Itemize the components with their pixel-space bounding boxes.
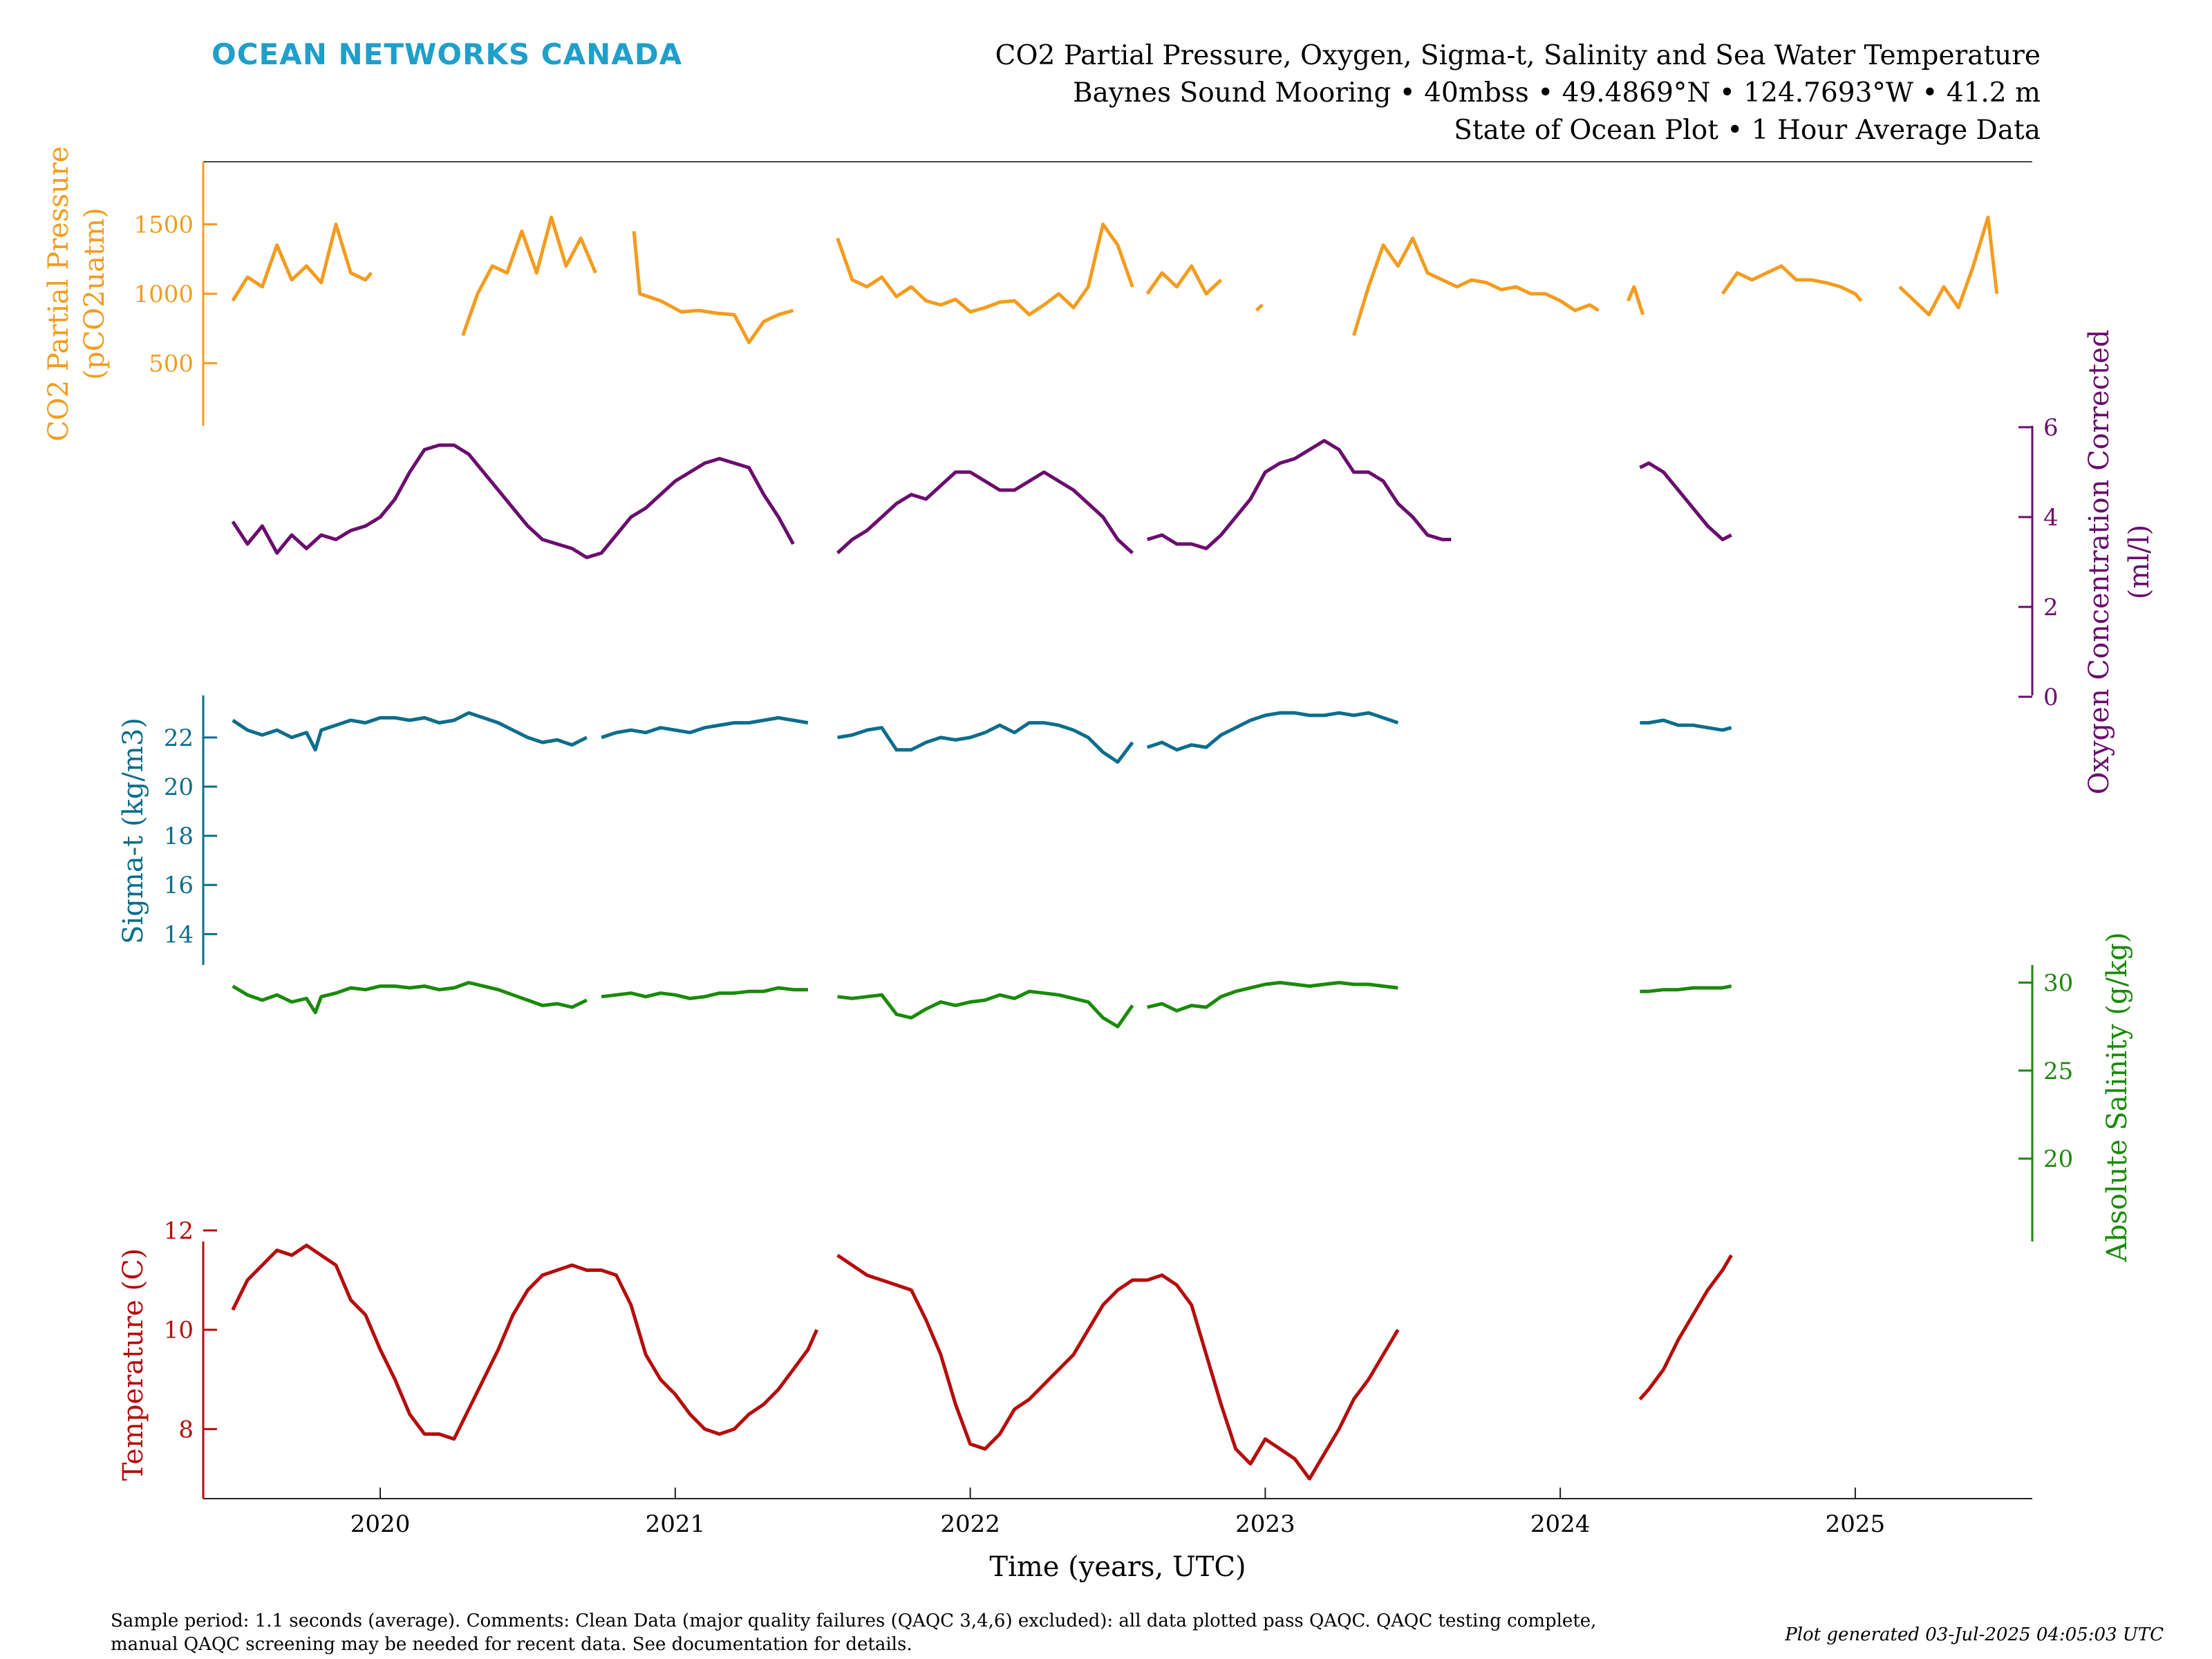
chart-title: CO2 Partial Pressure, Oxygen, Sigma-t, S… (995, 40, 2041, 71)
chart-subtitle-location: Baynes Sound Mooring • 40mbss • 49.4869°… (1072, 77, 2041, 109)
series-layer (231, 215, 1999, 1481)
oxygen-y-axis-title: Oxygen Concentration Corrected (2083, 330, 2115, 795)
plot-frame (203, 161, 2032, 1499)
x-axis-title: Time (years, UTC) (989, 1551, 1246, 1583)
sigma-y-tick-label: 18 (164, 823, 194, 850)
oxygen-y-axis-unit: (ml/l) (2124, 525, 2155, 599)
salinity-y-tick-label: 25 (2043, 1058, 2073, 1085)
temperature-y-tick-label: 12 (164, 1217, 194, 1245)
sigma-y-tick-label: 22 (164, 724, 194, 752)
x-tick-label: 2021 (646, 1510, 706, 1538)
x-tick-label: 2024 (1530, 1510, 1591, 1538)
chart-subtitle-plot-type: State of Ocean Plot • 1 Hour Average Dat… (1454, 115, 2041, 146)
oxygen-y-tick-label: 6 (2043, 414, 2059, 442)
co2-y-tick-label: 1500 (133, 211, 194, 238)
ocean-networks-canada-logo: OCEAN NETWORKS CANADA (212, 37, 683, 71)
x-tick-label: 2022 (940, 1510, 1000, 1538)
oxygen-y-tick-label: 2 (2043, 594, 2059, 621)
footer-comment-line2: manual QAQC screening may be needed for … (111, 1634, 912, 1655)
x-tick-label: 2025 (1826, 1510, 1886, 1538)
x-tick-label: 2020 (350, 1510, 411, 1538)
oxygen-series-line (231, 439, 1732, 559)
x-tick-label: 2023 (1235, 1510, 1295, 1538)
temperature-y-tick-label: 8 (178, 1416, 194, 1443)
sigma-series-line (232, 711, 1732, 764)
salinity-series-line (232, 981, 1732, 1029)
co2-y-tick-label: 1000 (133, 281, 194, 308)
temperature-series-line (231, 1244, 1733, 1481)
sigma-y-tick-label: 16 (164, 872, 194, 899)
chart-title-block: CO2 Partial Pressure, Oxygen, Sigma-t, S… (995, 37, 2041, 149)
footer-comments: Sample period: 1.1 seconds (average). Co… (111, 1609, 1735, 1656)
sigma-y-axis-title: Sigma-t (kg/m3) (118, 718, 149, 944)
sigma-y-tick-label: 14 (164, 921, 194, 948)
co2-y-axis-unit: (pCO2uatm) (79, 207, 111, 379)
temperature-y-axis-title: Temperature (C) (118, 1248, 149, 1481)
oxygen-y-tick-label: 0 (2043, 684, 2059, 711)
footer-comment-line1: Sample period: 1.1 seconds (average). Co… (111, 1611, 1597, 1631)
oxygen-y-tick-label: 4 (2043, 504, 2059, 532)
co2-y-axis-title: CO2 Partial Pressure (43, 146, 75, 441)
sigma-y-tick-label: 20 (164, 774, 194, 801)
salinity-y-tick-label: 20 (2043, 1145, 2073, 1173)
plot-generated-timestamp: Plot generated 03-Jul-2025 04:05:03 UTC (1785, 1624, 2164, 1645)
temperature-y-tick-label: 10 (164, 1317, 194, 1344)
co2-series-line (231, 215, 1999, 344)
salinity-y-axis-title: Absolute Salinity (g/kg) (2101, 932, 2133, 1262)
salinity-y-tick-label: 30 (2043, 969, 2073, 997)
co2-y-tick-label: 500 (149, 350, 194, 378)
